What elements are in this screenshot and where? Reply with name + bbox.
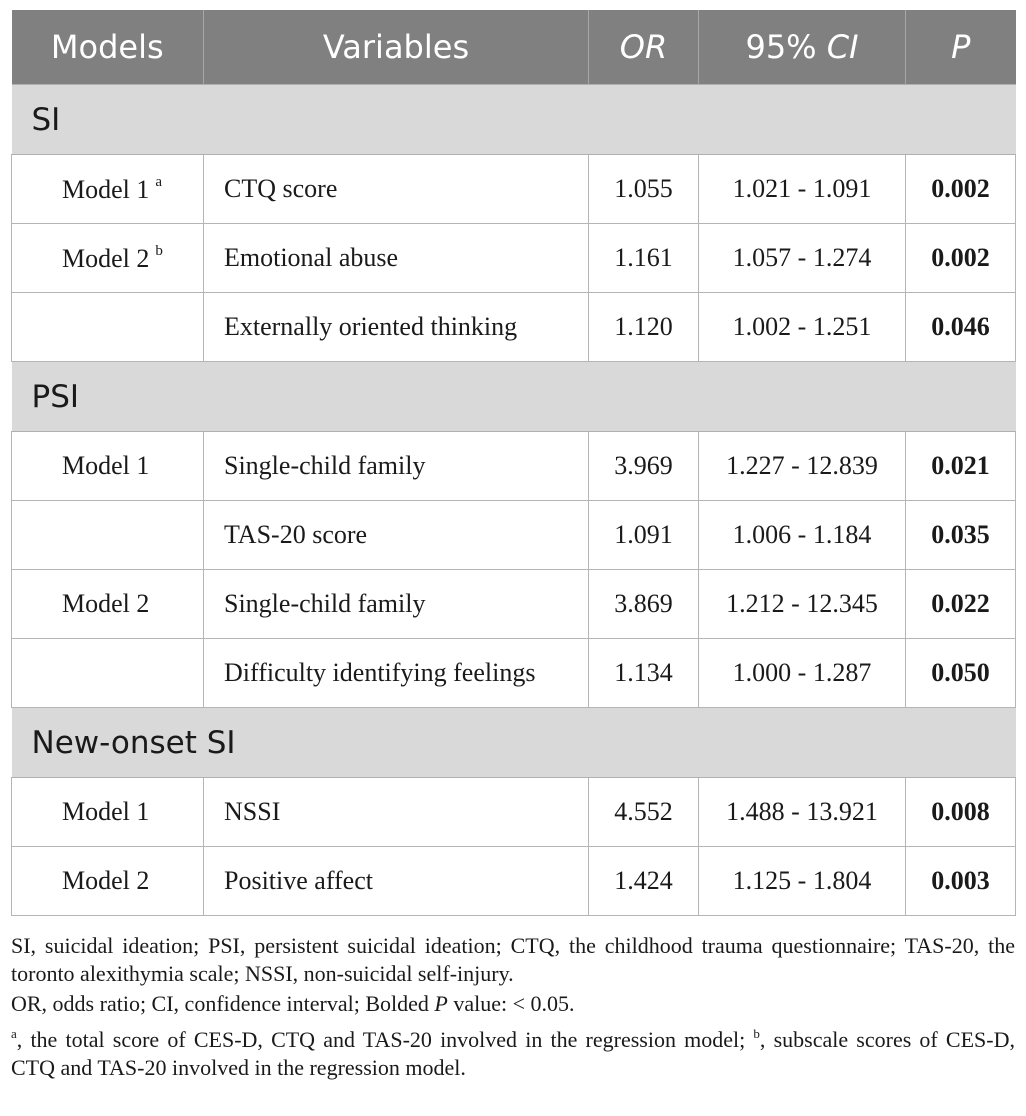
ci-cell: 1.021 - 1.091 xyxy=(698,154,906,224)
table-row: Model 2 Positive affect 1.424 1.125 - 1.… xyxy=(11,846,1016,916)
section-title: New-onset SI xyxy=(11,707,1016,778)
variable-cell: Difficulty identifying feelings xyxy=(203,638,589,708)
variable-cell: Emotional abuse xyxy=(203,223,589,293)
footnote-abbreviations: SI, suicidal ideation; PSI, persistent s… xyxy=(11,933,1015,986)
p-cell: 0.002 xyxy=(905,154,1016,224)
model-cell: Model 2 xyxy=(11,846,204,916)
table-row: Difficulty identifying feelings 1.134 1.… xyxy=(11,638,1016,708)
model-cell xyxy=(11,292,204,362)
section-row-si: SI xyxy=(11,84,1016,155)
variable-cell: Positive affect xyxy=(203,846,589,916)
header-or: OR xyxy=(588,10,699,85)
table-footnotes: SI, suicidal ideation; PSI, persistent s… xyxy=(11,932,1015,1084)
variable-cell: TAS-20 score xyxy=(203,500,589,570)
header-p: P xyxy=(905,10,1016,85)
ci-cell: 1.000 - 1.287 xyxy=(698,638,906,708)
p-cell: 0.008 xyxy=(905,777,1016,847)
ci-cell: 1.057 - 1.274 xyxy=(698,223,906,293)
or-cell: 1.424 xyxy=(588,846,699,916)
ci-cell: 1.006 - 1.184 xyxy=(698,500,906,570)
model-cell: Model 2 xyxy=(11,569,204,639)
table-row: Externally oriented thinking 1.120 1.002… xyxy=(11,292,1016,362)
header-variables: Variables xyxy=(203,10,589,85)
or-cell: 1.134 xyxy=(588,638,699,708)
or-cell: 1.120 xyxy=(588,292,699,362)
model-cell: Model 1 xyxy=(11,431,204,501)
ci-cell: 1.125 - 1.804 xyxy=(698,846,906,916)
header-ci: 95% CI xyxy=(698,10,906,85)
variable-cell: Single-child family xyxy=(203,569,589,639)
or-cell: 1.161 xyxy=(588,223,699,293)
table-row: Model 1 Single-child family 3.969 1.227 … xyxy=(11,431,1016,501)
or-cell: 1.055 xyxy=(588,154,699,224)
p-cell: 0.046 xyxy=(905,292,1016,362)
table-header-row: Models Variables OR 95% CI P xyxy=(11,10,1016,85)
section-title: SI xyxy=(11,84,1016,155)
footnote-or-ci: OR, odds ratio; CI, confidence interval;… xyxy=(11,991,575,1016)
section-row-psi: PSI xyxy=(11,361,1016,432)
model-cell: Model 1 xyxy=(11,777,204,847)
section-row-new-onset-si: New-onset SI xyxy=(11,707,1016,778)
p-cell: 0.021 xyxy=(905,431,1016,501)
or-cell: 3.869 xyxy=(588,569,699,639)
model-cell xyxy=(11,500,204,570)
table-row: Model 1 NSSI 4.552 1.488 - 13.921 0.008 xyxy=(11,777,1016,847)
or-cell: 1.091 xyxy=(588,500,699,570)
ci-cell: 1.212 - 12.345 xyxy=(698,569,906,639)
variable-cell: Single-child family xyxy=(203,431,589,501)
table-row: TAS-20 score 1.091 1.006 - 1.184 0.035 xyxy=(11,500,1016,570)
variable-cell: NSSI xyxy=(203,777,589,847)
p-cell: 0.022 xyxy=(905,569,1016,639)
section-title: PSI xyxy=(11,361,1016,432)
ci-cell: 1.488 - 13.921 xyxy=(698,777,906,847)
p-cell: 0.050 xyxy=(905,638,1016,708)
header-models: Models xyxy=(11,10,204,85)
p-cell: 0.035 xyxy=(905,500,1016,570)
or-cell: 3.969 xyxy=(588,431,699,501)
or-cell: 4.552 xyxy=(588,777,699,847)
variable-cell: Externally oriented thinking xyxy=(203,292,589,362)
ci-cell: 1.227 - 12.839 xyxy=(698,431,906,501)
ci-cell: 1.002 - 1.251 xyxy=(698,292,906,362)
table-row: Model 2 Single-child family 3.869 1.212 … xyxy=(11,569,1016,639)
p-cell: 0.003 xyxy=(905,846,1016,916)
p-cell: 0.002 xyxy=(905,223,1016,293)
model-cell xyxy=(11,638,204,708)
footnote-models: a, the total score of CES-D, CTQ and TAS… xyxy=(11,1026,1015,1080)
variable-cell: CTQ score xyxy=(203,154,589,224)
